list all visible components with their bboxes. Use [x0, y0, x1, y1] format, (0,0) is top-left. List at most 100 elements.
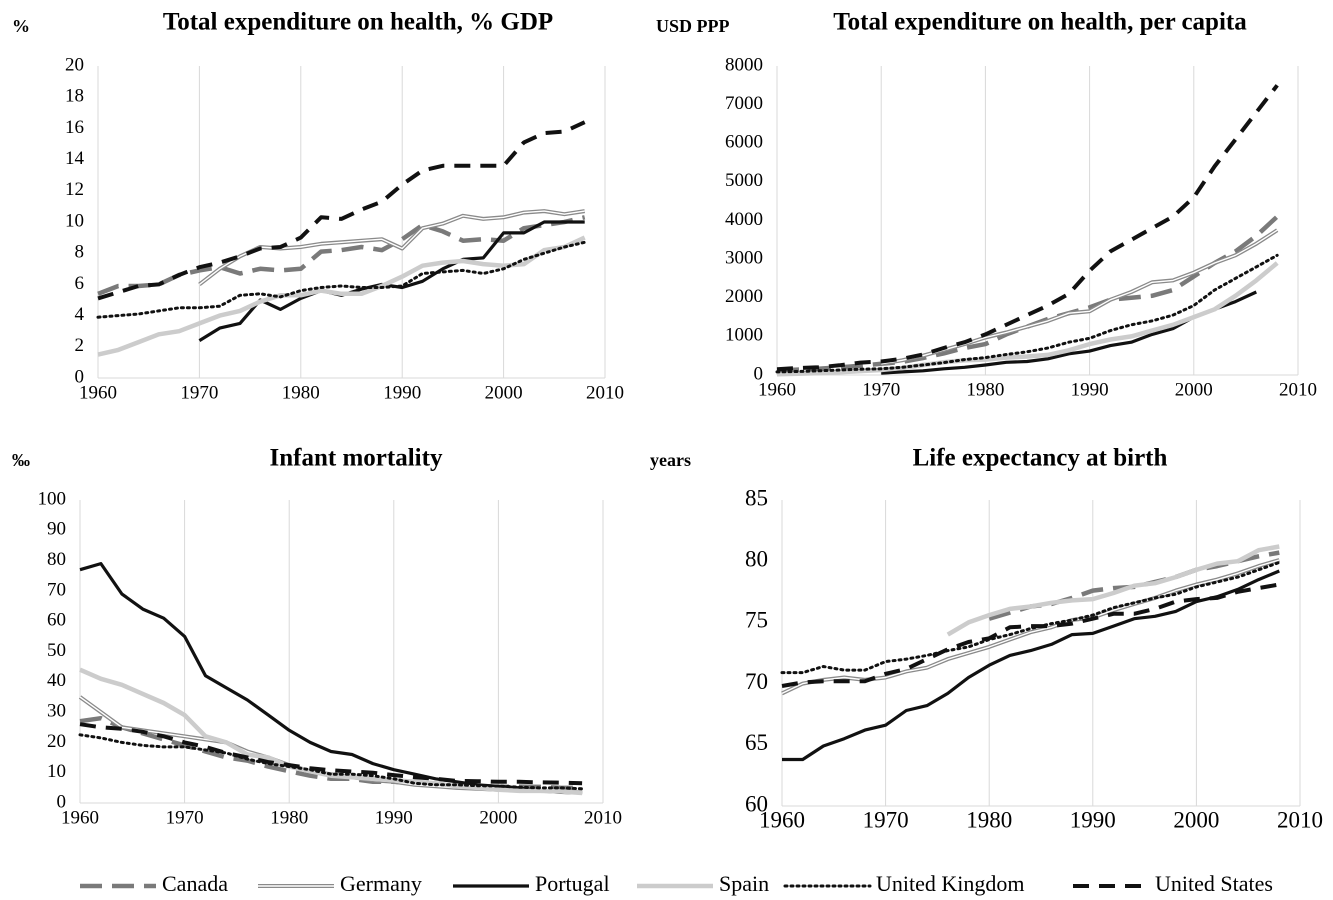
- unit-label: years: [650, 450, 691, 470]
- series-line: Germany: [198, 210, 585, 285]
- y-tick-label: 50: [47, 640, 66, 661]
- legend-label: Portugal: [535, 871, 610, 896]
- y-tick-label: 1000: [725, 325, 763, 346]
- y-tick-label: 7000: [725, 93, 763, 114]
- series-line: United States: [97, 120, 586, 301]
- series-line: United Kingdom: [78, 733, 584, 791]
- y-tick-label: 8000: [725, 54, 763, 75]
- legend: Canada Germany Portugal Spain United Kingdom…: [80, 871, 1273, 896]
- legend-label: United States: [1155, 871, 1273, 896]
- x-tick-label: 2000: [485, 382, 523, 403]
- series-line: United States: [781, 582, 1280, 688]
- y-tick-label: 65: [745, 730, 768, 755]
- x-tick-label: 1960: [61, 807, 99, 828]
- x-tick-label: 1960: [79, 382, 117, 403]
- series-line: United Kingdom: [780, 560, 1281, 675]
- series-line: United States: [776, 84, 1279, 372]
- series-line: Spain: [97, 235, 586, 357]
- x-tick-label: 2000: [1175, 379, 1213, 400]
- x-tick-label: 1980: [966, 807, 1012, 832]
- unit-label: ‰: [12, 450, 30, 470]
- x-tick-label: 2000: [1173, 807, 1219, 832]
- y-tick-label: 10: [47, 761, 66, 782]
- y-tick-label: 60: [745, 791, 768, 816]
- y-tick-label: 70: [47, 579, 66, 600]
- series-line: Germany: [880, 228, 1279, 366]
- x-tick-label: 1980: [270, 807, 308, 828]
- y-tick-label: 60: [47, 610, 66, 631]
- x-tick-label: 2010: [586, 382, 624, 403]
- series-line: Spain: [946, 544, 1280, 637]
- y-tick-label: 6: [75, 273, 85, 294]
- series-line: Canada: [776, 214, 1279, 373]
- y-tick-label: 18: [65, 86, 84, 107]
- x-tick-label: 1960: [759, 807, 805, 832]
- series-line: United Kingdom: [96, 240, 587, 319]
- x-tick-label: 2010: [1279, 379, 1317, 400]
- x-tick-label: 1980: [966, 379, 1004, 400]
- y-tick-label: 30: [47, 700, 66, 721]
- x-tick-label: 1970: [862, 379, 900, 400]
- y-tick-label: 4: [75, 304, 85, 325]
- y-tick-label: 85: [745, 485, 768, 510]
- x-tick-label: 1970: [166, 807, 204, 828]
- y-tick-label: 2000: [725, 286, 763, 307]
- series-line: Spain: [79, 667, 583, 796]
- y-tick-label: 0: [57, 791, 67, 812]
- x-tick-label: 1990: [1070, 807, 1116, 832]
- chart-title: Total expenditure on health, % GDP: [163, 9, 553, 36]
- y-tick-label: 10: [65, 210, 84, 231]
- y-tick-label: 80: [745, 546, 768, 571]
- y-tick-label: 90: [47, 519, 66, 540]
- series-line: Portugal: [79, 562, 583, 795]
- x-tick-label: 1990: [383, 382, 421, 403]
- series-line: Portugal: [782, 569, 1280, 762]
- chart-title: Total expenditure on health, per capita: [833, 9, 1247, 36]
- y-tick-label: 80: [47, 549, 66, 570]
- series-line: Spain: [776, 261, 1279, 377]
- y-tick-label: 70: [745, 669, 768, 694]
- y-tick-label: 100: [38, 488, 67, 509]
- unit-label: USD PPP: [656, 16, 730, 36]
- y-tick-label: 5000: [725, 170, 763, 191]
- legend-label: Spain: [719, 871, 769, 896]
- y-tick-label: 12: [65, 179, 84, 200]
- series-line: United States: [79, 722, 583, 786]
- y-tick-label: 40: [47, 670, 66, 691]
- chart-title: Infant mortality: [270, 445, 443, 472]
- y-tick-label: 4000: [725, 209, 763, 230]
- x-tick-label: 1990: [1071, 379, 1109, 400]
- unit-label: %: [12, 16, 30, 36]
- x-tick-label: 1980: [282, 382, 320, 403]
- panel: Total expenditure on health, % GDP% 1960 1…: [12, 9, 624, 404]
- y-tick-label: 8: [75, 242, 85, 263]
- y-tick-label: 0: [75, 366, 85, 387]
- y-tick-label: 6000: [725, 132, 763, 153]
- y-tick-label: 14: [65, 148, 85, 169]
- series-line: Germany: [881, 229, 1278, 365]
- y-tick-label: 3000: [725, 247, 763, 268]
- panel: Life expectancy at birth years 1960 1970 198…: [650, 445, 1323, 833]
- legend-label: United Kingdom: [876, 871, 1025, 896]
- x-tick-label: 2010: [1277, 807, 1323, 832]
- series-line: Germany: [781, 559, 1280, 695]
- y-tick-label: 16: [65, 117, 84, 138]
- series-line: Canada: [97, 215, 586, 296]
- y-tick-label: 0: [754, 363, 764, 384]
- y-tick-label: 20: [65, 54, 84, 75]
- y-tick-label: 2: [75, 335, 85, 356]
- chart-title: Life expectancy at birth: [913, 445, 1168, 472]
- x-tick-label: 1970: [863, 807, 909, 832]
- legend-label: Canada: [162, 871, 228, 896]
- x-tick-label: 1960: [758, 379, 796, 400]
- x-tick-label: 1970: [180, 382, 218, 403]
- x-tick-label: 2000: [479, 807, 517, 828]
- panel: Infant mortality‰1960 1970 1980 1990 2000 201…: [12, 445, 622, 829]
- panel: Total expenditure on health, per capita U…: [656, 9, 1317, 401]
- y-tick-label: 75: [745, 608, 768, 633]
- x-tick-label: 2010: [584, 807, 622, 828]
- legend-label: Germany: [340, 871, 422, 896]
- series-line: Germany: [781, 558, 1280, 696]
- series-line: United Kingdom: [775, 253, 1279, 374]
